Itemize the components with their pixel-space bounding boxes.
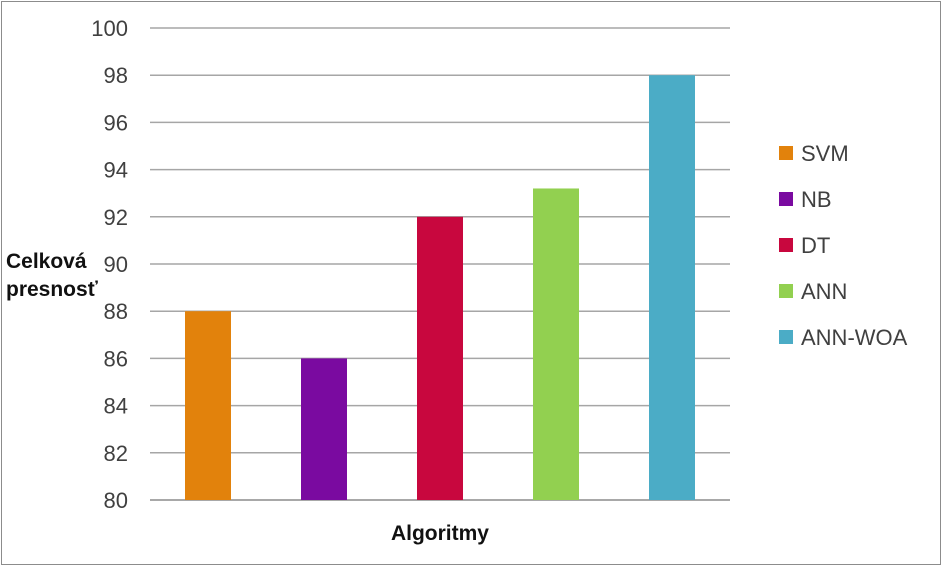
y-axis-title-line-1: Celková: [6, 250, 87, 273]
legend-label: ANN-WOA: [801, 325, 908, 350]
legend-label: NB: [801, 187, 832, 212]
y-tick-label: 98: [104, 63, 128, 88]
bar-ann: [533, 188, 579, 501]
legend: SVM NB DT ANN ANN-WOA: [779, 141, 908, 350]
y-tick-label: 92: [104, 205, 128, 230]
bar-dt: [417, 216, 463, 501]
legend-swatch: [779, 284, 793, 298]
bar-ann-woa: [649, 75, 695, 500]
y-tick-label: 82: [104, 441, 128, 466]
y-tick-label: 86: [104, 346, 128, 371]
y-tick-label: 90: [104, 252, 128, 277]
y-tick-label: 100: [91, 16, 128, 41]
legend-swatch: [779, 330, 793, 344]
legend-label: SVM: [801, 141, 849, 166]
legend-label: ANN: [801, 279, 847, 304]
y-tick-label: 80: [104, 488, 128, 513]
x-axis-title: Algoritmy: [391, 522, 489, 545]
y-tick-labels: 80 82 84 86 88 90 92 94 96 98 100: [91, 16, 128, 513]
y-tick-label: 88: [104, 299, 128, 324]
legend-label: DT: [801, 233, 830, 258]
y-tick-label: 94: [104, 158, 128, 183]
y-tick-label: 84: [104, 394, 128, 419]
legend-swatch: [779, 192, 793, 206]
bar-nb: [301, 358, 347, 500]
gridlines: [150, 27, 730, 501]
bar-svm: [185, 311, 231, 500]
y-tick-label: 96: [104, 110, 128, 135]
legend-swatch: [779, 238, 793, 252]
y-axis-title-line-2: presnosť: [6, 278, 99, 301]
legend-swatch: [779, 146, 793, 160]
bars: [185, 75, 695, 501]
